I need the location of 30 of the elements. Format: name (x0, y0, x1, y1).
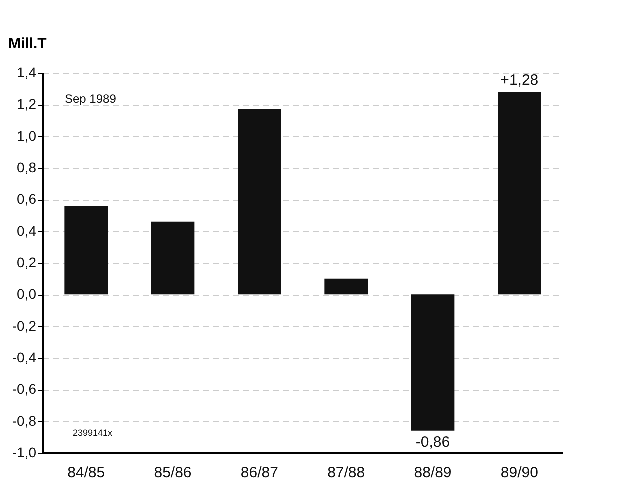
x-tick-label: 86/87 (240, 464, 278, 482)
y-tick-label: -1,0 (12, 444, 37, 460)
bar (151, 222, 195, 295)
y-tick-label: -0,4 (12, 350, 37, 366)
y-tick-label: -0,8 (12, 412, 37, 429)
data-label: -0,86 (416, 434, 450, 451)
annotation: 2399141x (73, 428, 114, 438)
y-tick-label: 0,6 (17, 191, 37, 208)
y-axis-title: Mill.T (8, 36, 47, 52)
bar (64, 206, 108, 295)
y-tick-label: 0,4 (17, 222, 37, 239)
data-label: +1,28 (500, 72, 539, 89)
bar (411, 294, 455, 431)
bar (498, 92, 542, 295)
x-tick-label: 87/88 (328, 464, 366, 482)
y-tick-label: 1,0 (17, 128, 37, 144)
x-tick-label: 84/85 (68, 464, 106, 482)
annotation: Sep 1989 (65, 92, 117, 106)
y-tick-label: 0,8 (17, 160, 37, 176)
y-tick-label: 1,2 (17, 96, 37, 112)
y-tick-label: -0,2 (12, 318, 37, 334)
y-tick-label: 1,4 (17, 64, 37, 80)
y-tick-label: -0,6 (12, 381, 37, 398)
bar (324, 278, 368, 295)
x-tick-label: 89/90 (500, 464, 538, 482)
y-tick-label: 0,0 (17, 286, 37, 302)
y-tick-label: 0,2 (17, 254, 37, 270)
x-tick-label: 85/86 (154, 464, 192, 482)
bar (238, 109, 282, 295)
x-tick-label: 88/89 (414, 464, 452, 482)
